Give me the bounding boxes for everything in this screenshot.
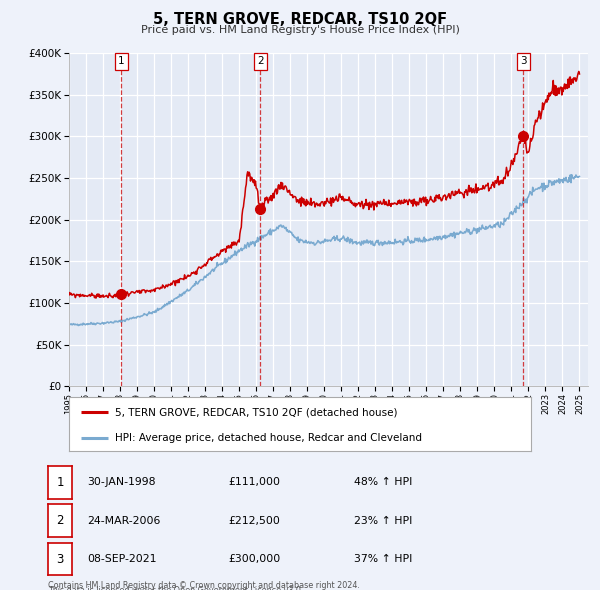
Text: 48% ↑ HPI: 48% ↑ HPI (354, 477, 412, 487)
Text: 2: 2 (56, 514, 64, 527)
Text: 1: 1 (56, 476, 64, 489)
Text: 1: 1 (118, 57, 125, 67)
Text: 2: 2 (257, 57, 263, 67)
Text: £212,500: £212,500 (228, 516, 280, 526)
Text: 30-JAN-1998: 30-JAN-1998 (87, 477, 155, 487)
Text: 5, TERN GROVE, REDCAR, TS10 2QF: 5, TERN GROVE, REDCAR, TS10 2QF (153, 12, 447, 27)
Text: This data is licensed under the Open Government Licence v3.0.: This data is licensed under the Open Gov… (48, 586, 304, 590)
Text: 5, TERN GROVE, REDCAR, TS10 2QF (detached house): 5, TERN GROVE, REDCAR, TS10 2QF (detache… (115, 407, 398, 417)
Text: HPI: Average price, detached house, Redcar and Cleveland: HPI: Average price, detached house, Redc… (115, 433, 422, 443)
Text: 37% ↑ HPI: 37% ↑ HPI (354, 554, 412, 564)
Text: 08-SEP-2021: 08-SEP-2021 (87, 554, 157, 564)
Text: £300,000: £300,000 (228, 554, 280, 564)
Text: Price paid vs. HM Land Registry's House Price Index (HPI): Price paid vs. HM Land Registry's House … (140, 25, 460, 35)
Text: 3: 3 (56, 552, 64, 566)
Text: 24-MAR-2006: 24-MAR-2006 (87, 516, 160, 526)
Text: 23% ↑ HPI: 23% ↑ HPI (354, 516, 412, 526)
Text: Contains HM Land Registry data © Crown copyright and database right 2024.: Contains HM Land Registry data © Crown c… (48, 581, 360, 589)
Text: 3: 3 (520, 57, 526, 67)
Text: £111,000: £111,000 (228, 477, 280, 487)
